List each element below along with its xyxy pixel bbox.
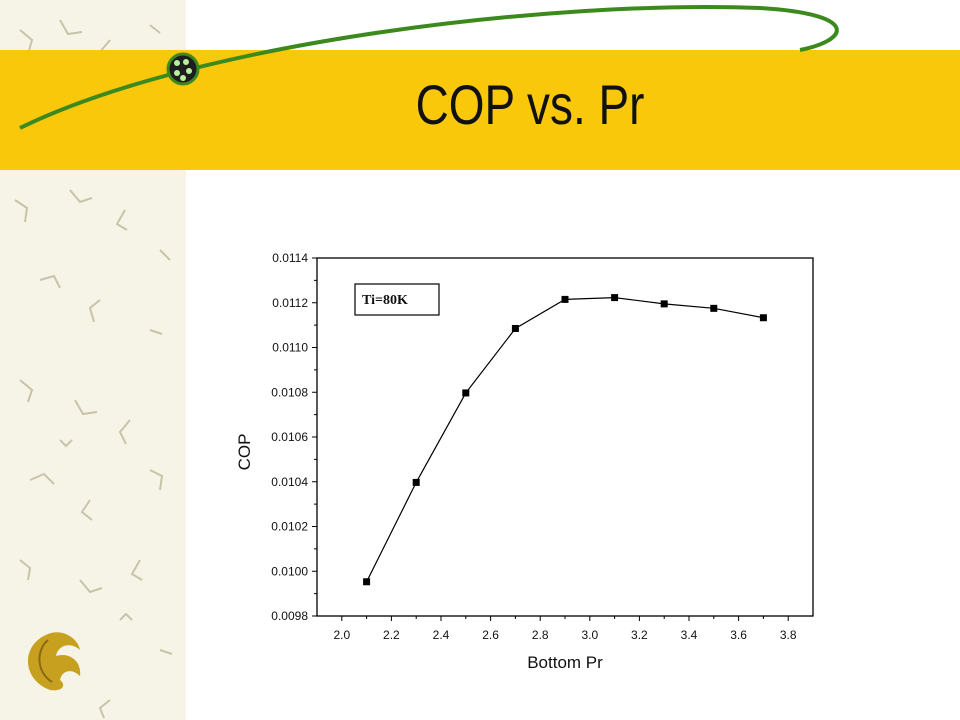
y-tick-label: 0.0114: [272, 251, 308, 265]
data-point: [363, 578, 371, 586]
data-point: [759, 314, 767, 322]
x-tick-label: 2.0: [333, 628, 350, 642]
x-tick-label: 3.4: [681, 628, 698, 642]
y-tick-label: 0.0104: [271, 475, 308, 489]
y-axis-label: COP: [235, 434, 254, 471]
series-markers: [363, 294, 767, 586]
y-tick-label: 0.0110: [272, 341, 308, 355]
title-band: [0, 50, 960, 170]
y-tick-label: 0.0112: [272, 296, 308, 310]
series-line: [366, 296, 764, 583]
y-tick-label: 0.0108: [271, 385, 308, 399]
data-point: [660, 300, 668, 308]
y-tick-label: 0.0106: [271, 430, 308, 444]
x-tick-label: 3.2: [631, 628, 648, 642]
x-tick-label: 3.0: [581, 628, 598, 642]
x-tick-label: 3.8: [780, 628, 797, 642]
data-point: [611, 294, 619, 302]
x-tick-label: 2.8: [532, 628, 549, 642]
x-tick-label: 3.6: [730, 628, 747, 642]
y-tick-label: 0.0102: [271, 520, 308, 534]
data-point: [710, 304, 718, 312]
data-point: [561, 295, 569, 303]
data-point: [511, 324, 519, 332]
data-point: [462, 389, 470, 397]
x-tick-label: 2.4: [433, 628, 450, 642]
y-tick-label: 0.0100: [271, 564, 308, 578]
x-tick-label: 2.2: [383, 628, 400, 642]
y-tick-label: 0.0098: [271, 609, 308, 623]
x-axis: 2.0 2.2 2.4 2.6 2.8 3.0 3.2 3.4 3.6 3.8: [333, 616, 797, 642]
slide-title: COP vs. Pr: [415, 73, 645, 136]
legend-label: Ti=80K: [362, 293, 408, 308]
x-axis-label: Bottom Pr: [527, 653, 603, 672]
y-axis: 0.0098 0.0100 0.0102 0.0104 0.0106 0.0108 0.01…: [271, 251, 317, 623]
orbit-ball-icon: [166, 52, 200, 86]
legend-box: Ti=80K: [354, 283, 440, 316]
x-tick-label: 2.6: [482, 628, 499, 642]
data-point: [412, 478, 420, 486]
pegasus-logo-icon: [27, 632, 81, 691]
